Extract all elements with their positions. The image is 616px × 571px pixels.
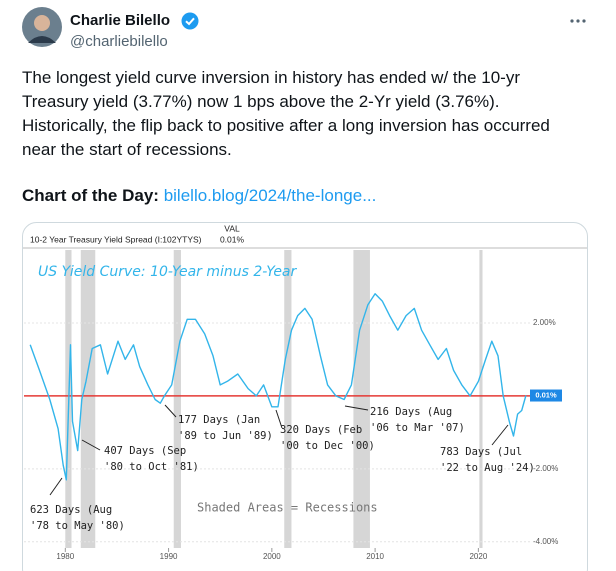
annotation-arrow	[164, 404, 177, 418]
x-tick-label: 1980	[56, 552, 74, 561]
annotation: '22 to Aug '24)	[440, 462, 535, 474]
y-tick-label: 2.00%	[533, 318, 556, 327]
recession-band	[65, 250, 72, 548]
chart-of-day: Chart of the Day: bilello.blog/2024/the-…	[22, 186, 376, 206]
annotation: 783 Days (Jul	[440, 446, 522, 458]
annotation: 177 Days (Jan	[178, 414, 260, 426]
annotation: 216 Days (Aug	[370, 406, 452, 418]
recession-note: Shaded Areas = Recessions	[197, 501, 378, 515]
annotation: '80 to Oct '81)	[104, 461, 199, 473]
source-label: 10-2 Year Treasury Yield Spread (I:102YT…	[30, 234, 202, 244]
y-tick-label: -2.00%	[533, 464, 558, 473]
recession-band	[284, 250, 292, 548]
annotation-arrow	[275, 409, 283, 429]
annotation: '00 to Dec '00)	[280, 440, 375, 452]
chart-frame	[22, 222, 588, 571]
recession-band	[479, 250, 483, 548]
avatar[interactable]	[22, 7, 62, 47]
verified-badge	[181, 12, 199, 30]
annotation: 407 Days (Sep	[104, 445, 186, 457]
y-tick-label: -4.00%	[533, 537, 558, 546]
current-value-badge	[530, 389, 562, 402]
chart-label: Chart of the Day:	[22, 186, 159, 205]
x-tick-label: 1990	[160, 552, 178, 561]
annotation-arrow	[344, 405, 369, 411]
annotation: 320 Days (Feb	[280, 424, 362, 436]
chart-title: US Yield Curve: 10-Year minus 2-Year	[38, 264, 298, 280]
x-tick-label: 2010	[366, 552, 384, 561]
x-tick-label: 2000	[263, 552, 281, 561]
author-name[interactable]: Charlie Bilello	[70, 12, 171, 29]
recession-band	[173, 250, 181, 548]
author-handle[interactable]: @charliebilello	[70, 33, 168, 50]
val-value: 0.01%	[220, 234, 245, 244]
annotation-arrow	[81, 439, 101, 451]
x-tick-label: 2020	[469, 552, 487, 561]
recession-band	[80, 250, 96, 548]
recession-band	[353, 250, 370, 548]
more-button[interactable]	[568, 14, 588, 28]
current-value-label: 0.01%	[535, 391, 557, 400]
annotation: '78 to May '80)	[30, 520, 125, 532]
annotation: 623 Days (Aug	[30, 504, 112, 516]
series-line	[29, 293, 527, 481]
tweet-text: The longest yield curve inversion in his…	[22, 68, 555, 159]
annotation: '89 to Jun '89)	[178, 430, 273, 442]
annotation-arrow	[49, 477, 63, 496]
val-header: VAL	[224, 223, 240, 233]
annotation-arrow	[491, 424, 509, 446]
link[interactable]: bilello.blog/2024/the-longe...	[163, 186, 377, 205]
annotation: '06 to Mar '07)	[370, 422, 465, 434]
